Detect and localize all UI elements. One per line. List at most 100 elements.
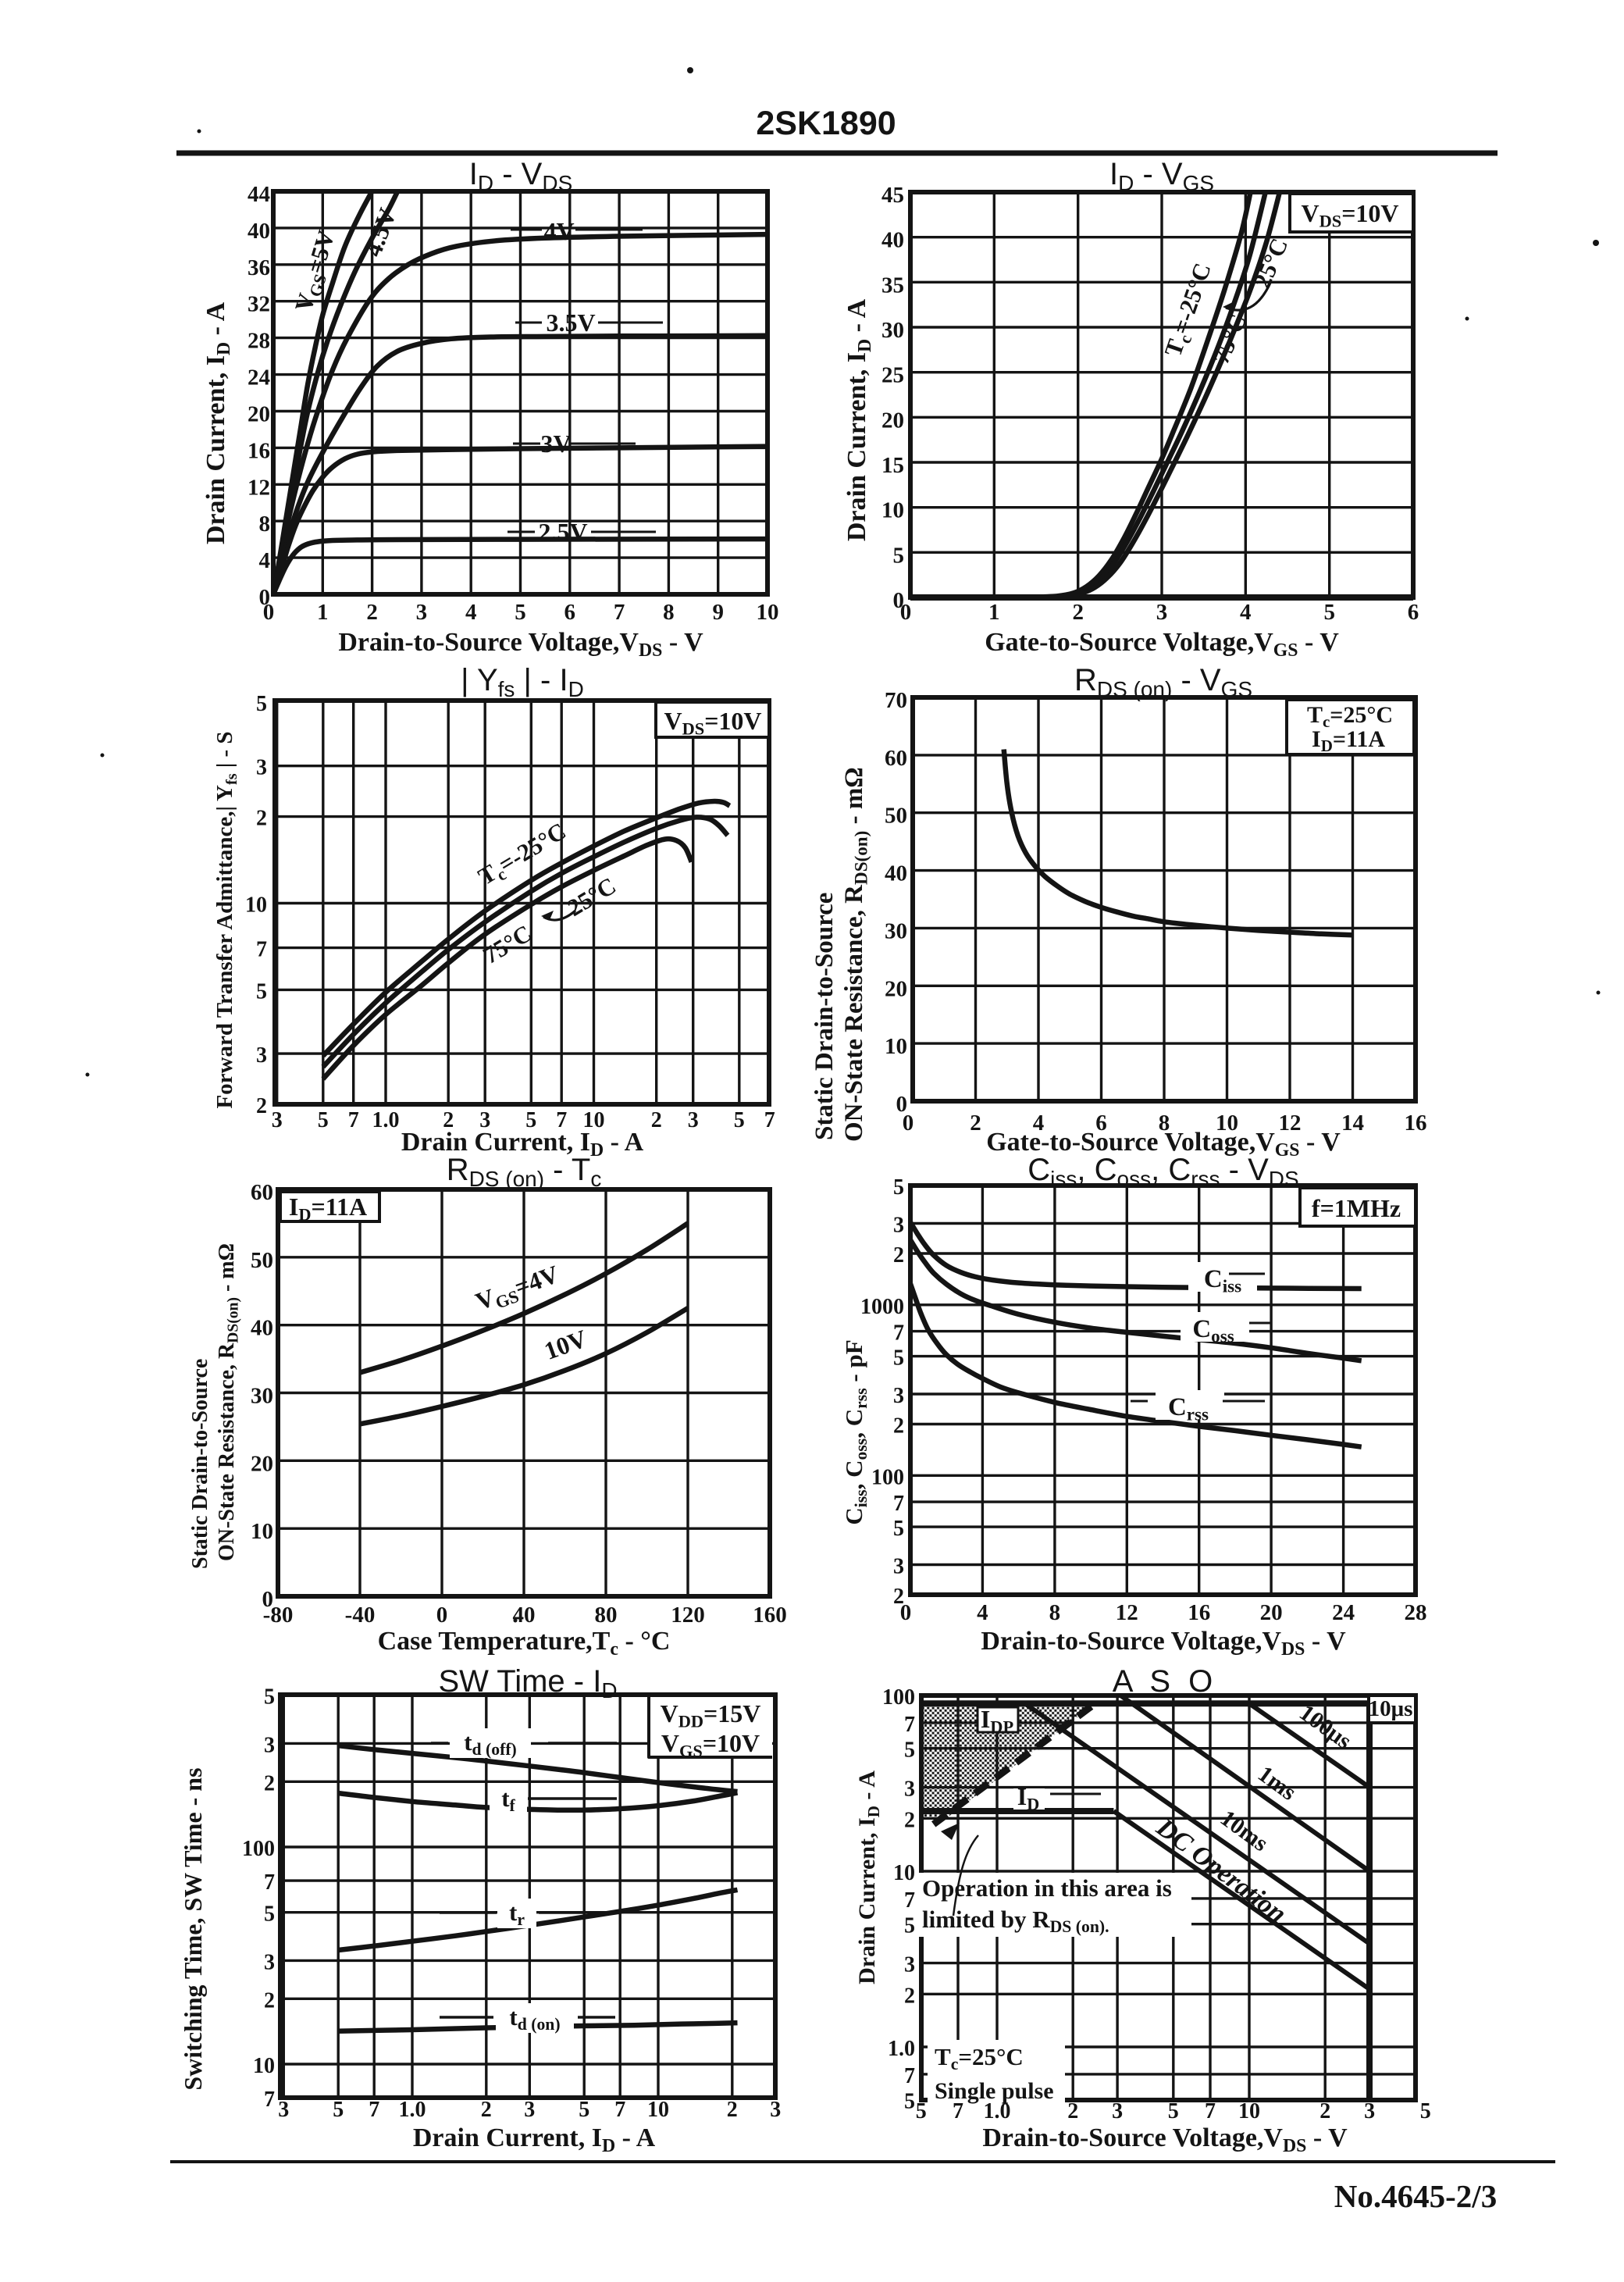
svg-text:3: 3 [1112,2099,1123,2123]
svg-text:3: 3 [256,756,267,780]
svg-text:14: 14 [1341,1111,1364,1136]
svg-text:VDS=10V: VDS=10V [664,707,761,738]
svg-text:7: 7 [904,2064,915,2088]
svg-text:2: 2 [264,1988,275,2013]
svg-text:3: 3 [416,600,428,625]
svg-text:Drain-to-Source Voltage,VDS -: Drain-to-Source Voltage,VDS - V [981,1627,1346,1660]
svg-text:0: 0 [893,588,905,613]
svg-text:2: 2 [1320,2099,1330,2123]
svg-text:30: 30 [885,918,907,943]
svg-text:70: 70 [885,688,907,713]
svg-text:40: 40 [881,228,904,253]
svg-text:0: 0 [900,600,912,625]
svg-text:7: 7 [369,2098,379,2122]
svg-text:100: 100 [882,1685,915,1710]
svg-text:44: 44 [248,182,270,207]
svg-text:45: 45 [881,183,904,208]
svg-text:7: 7 [614,2098,625,2122]
svg-text:5: 5 [916,2099,927,2123]
svg-text:8: 8 [1049,1600,1061,1625]
svg-text:ID: ID [1017,1782,1040,1813]
svg-text:ID=11A: ID=11A [1312,726,1385,755]
svg-text:3: 3 [1364,2099,1375,2123]
svg-text:RDS (on) - Tc: RDS (on) - Tc [447,1153,602,1191]
svg-text:Forward Transfer Admittance,|: Forward Transfer Admittance,| Yfs | - S [212,731,240,1108]
svg-text:5: 5 [1168,2099,1179,2123]
svg-text:1000: 1000 [860,1295,904,1319]
svg-text:7: 7 [1205,2099,1216,2123]
svg-text:ID=11A: ID=11A [289,1193,367,1224]
svg-text:5: 5 [893,1346,904,1371]
svg-text:0: 0 [903,1111,914,1136]
svg-text:3.5V: 3.5V [546,308,595,337]
svg-text:-80: -80 [263,1603,294,1628]
svg-text:Crss: Crss [1168,1393,1209,1424]
svg-text:Operation in this area is: Operation in this area is [922,1874,1172,1902]
svg-text:3: 3 [278,2098,289,2122]
svg-text:4V: 4V [543,217,574,245]
svg-text:6: 6 [1095,1111,1107,1136]
svg-text:10: 10 [253,2054,275,2078]
svg-text:7: 7 [264,1870,275,1895]
svg-text:Ciss, Coss, Crss - VDS: Ciss, Coss, Crss - VDS [1027,1153,1298,1191]
svg-text:Ciss, Coss, Crss - pF: Ciss, Coss, Crss - pF [840,1339,871,1524]
svg-text:Case Temperature,Tc - °C: Case Temperature,Tc - °C [378,1627,671,1660]
svg-text:td (on): td (on) [509,2003,560,2034]
svg-text:30: 30 [251,1384,273,1409]
svg-text:5: 5 [734,1108,745,1132]
svg-text:5: 5 [904,1914,915,1938]
svg-text:20: 20 [1260,1600,1283,1625]
svg-text:Drain Current, ID - A: Drain Current, ID - A [854,1770,883,1984]
svg-text:10: 10 [245,893,267,918]
svg-text:8: 8 [663,600,675,625]
svg-text:15: 15 [881,453,904,478]
svg-text:Static Drain-to-Source: Static Drain-to-Source [188,1359,212,1569]
svg-text:tr: tr [509,1899,525,1929]
svg-text:5: 5 [893,1175,904,1200]
svg-text:7: 7 [893,1492,904,1516]
svg-text:10: 10 [583,1108,605,1132]
svg-text:0: 0 [259,585,271,610]
svg-text:10μs: 10μs [1369,1696,1413,1721]
svg-text:2: 2 [893,1585,904,1609]
svg-text:3: 3 [272,1108,283,1132]
svg-text:5: 5 [318,1108,329,1132]
svg-text:16: 16 [1405,1111,1427,1136]
svg-text:Drain Current, ID - A: Drain Current, ID - A [842,298,875,541]
svg-text:3: 3 [893,1214,904,1238]
svg-text:td (off): td (off) [464,1728,517,1759]
svg-text:3: 3 [524,2098,535,2122]
svg-text:Tc=25°C: Tc=25°C [1307,702,1393,731]
svg-text:0: 0 [900,1600,912,1625]
svg-text:4: 4 [1240,600,1252,625]
svg-text:7: 7 [348,1108,359,1132]
svg-text:5: 5 [256,979,267,1004]
svg-text:28: 28 [1405,1600,1427,1625]
svg-text:7: 7 [764,1108,775,1132]
svg-text:80: 80 [595,1603,618,1628]
svg-text:3: 3 [1156,600,1168,625]
svg-text:Ciss: Ciss [1204,1265,1241,1296]
svg-text:0: 0 [262,1587,274,1612]
svg-text:3: 3 [256,1043,267,1068]
svg-text:10: 10 [1238,2099,1260,2123]
svg-text:12: 12 [1279,1111,1302,1136]
svg-text:50: 50 [251,1248,273,1273]
svg-text:4: 4 [465,600,477,625]
svg-text:2: 2 [256,1094,267,1118]
svg-text:SW Time - ID: SW Time - ID [438,1664,617,1703]
svg-text:limited by RDS (on).: limited by RDS (on). [922,1906,1109,1936]
svg-text:ON-State Resistance, RDS(on) -: ON-State Resistance, RDS(on) - mΩ [840,767,871,1142]
svg-text:32: 32 [248,292,270,317]
svg-text:2: 2 [264,1771,275,1795]
svg-text:5: 5 [256,692,267,716]
svg-text:10: 10 [893,1861,915,1885]
svg-text:7: 7 [556,1108,567,1132]
svg-text:1.0: 1.0 [372,1108,400,1132]
svg-text:0: 0 [436,1603,448,1628]
svg-text:2: 2 [893,1414,904,1439]
svg-text:7: 7 [904,1888,915,1913]
svg-text:5: 5 [264,1902,275,1927]
svg-text:Static Drain-to-Source: Static Drain-to-Source [810,893,839,1140]
svg-text:1.0: 1.0 [984,2099,1011,2123]
